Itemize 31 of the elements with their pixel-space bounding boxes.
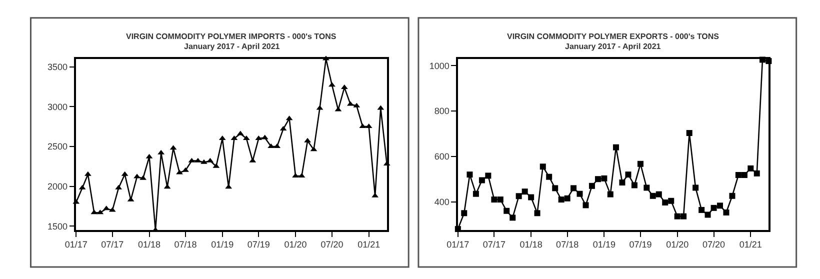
- x-tick-label: 01/21: [358, 240, 380, 250]
- x-tick-label: 07/19: [247, 240, 270, 250]
- x-tick-label: 07/18: [556, 240, 579, 250]
- x-tick-label: 01/18: [520, 240, 542, 250]
- y-tick-label: 1000: [429, 60, 450, 71]
- chart-subtitle: January 2017 - April 2021: [184, 42, 280, 51]
- y-tick-label: 600: [434, 152, 450, 162]
- chart-title: VIRGIN COMMODITY POLYMER EXPORTS - 000's TONS: [507, 32, 720, 41]
- x-tick-label: 01/19: [211, 240, 234, 250]
- y-tick-label: 1500: [48, 221, 68, 232]
- chart-title: VIRGIN COMMODITY POLYMER IMPORTS - 000's TONS: [126, 32, 337, 41]
- x-tick-label: 07/17: [101, 240, 124, 250]
- y-tick-label: 3500: [48, 62, 68, 72]
- x-tick-label: 07/17: [482, 240, 506, 250]
- x-tick-label: 01/17: [446, 240, 470, 250]
- x-tick-label: 01/20: [284, 240, 307, 250]
- x-tick-label: 07/18: [174, 240, 197, 250]
- x-tick-label: 07/19: [629, 240, 652, 250]
- x-tick-label: 01/21: [739, 240, 762, 250]
- y-tick-label: 800: [434, 106, 450, 116]
- chart-subtitle: January 2017 - April 2021: [565, 42, 662, 51]
- y-tick-label: 2000: [48, 181, 68, 192]
- x-tick-label: 01/19: [592, 240, 616, 250]
- x-tick-label: 01/20: [666, 240, 689, 250]
- y-tick-label: 400: [434, 196, 450, 207]
- y-tick-label: 3000: [48, 102, 68, 112]
- x-tick-label: 07/20: [702, 240, 726, 250]
- x-tick-label: 01/18: [138, 240, 161, 250]
- x-tick-label: 07/20: [320, 240, 344, 250]
- x-tick-label: 01/17: [64, 240, 88, 250]
- y-tick-label: 2500: [48, 142, 68, 152]
